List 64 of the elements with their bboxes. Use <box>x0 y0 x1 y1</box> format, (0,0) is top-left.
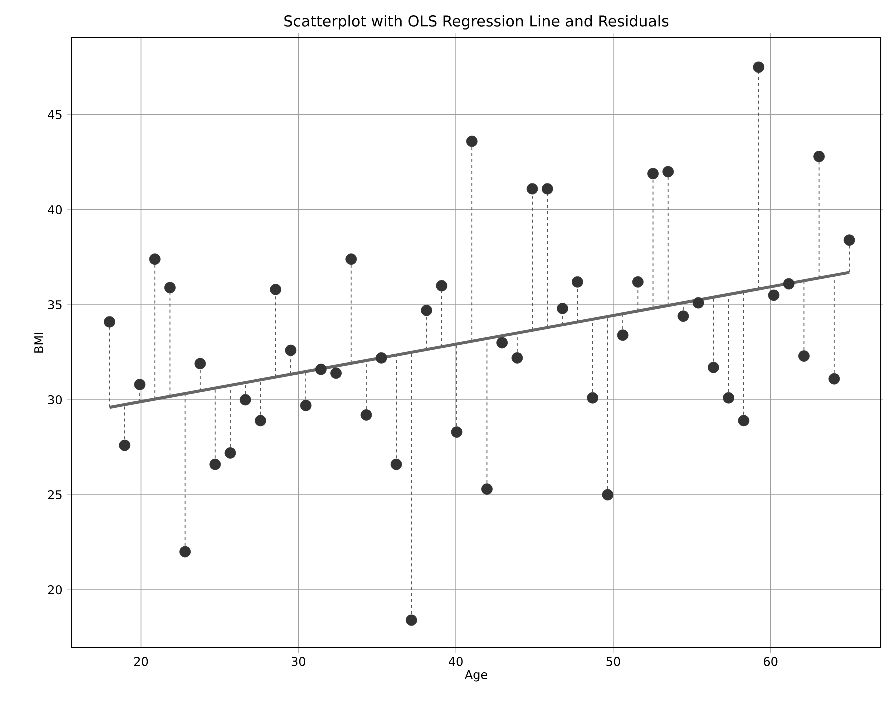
point <box>255 415 266 427</box>
y-tick-label: 25 <box>48 490 62 500</box>
y-tick-label: 45 <box>48 110 62 120</box>
point <box>692 297 704 309</box>
point <box>164 282 176 294</box>
point <box>587 392 599 404</box>
point <box>572 276 584 288</box>
point <box>240 394 252 406</box>
point <box>360 410 372 421</box>
point <box>482 484 493 495</box>
point <box>104 316 116 328</box>
point <box>753 62 765 74</box>
point <box>466 136 478 148</box>
x-tick-label: 40 <box>449 657 463 666</box>
point <box>436 280 448 292</box>
point <box>194 358 206 370</box>
point <box>180 546 192 558</box>
point <box>496 337 508 349</box>
point <box>662 166 674 178</box>
point <box>557 303 568 314</box>
point <box>526 183 538 195</box>
point <box>828 373 840 385</box>
point <box>678 310 690 322</box>
point <box>602 489 614 501</box>
point <box>149 254 161 266</box>
point <box>224 448 236 459</box>
point <box>300 400 312 412</box>
point <box>723 392 734 404</box>
y-tick-label: 30 <box>48 395 62 405</box>
x-tick-label: 20 <box>134 657 148 666</box>
y-tick-label: 20 <box>48 585 62 595</box>
point <box>119 440 131 452</box>
point <box>708 362 720 374</box>
point <box>315 364 327 376</box>
point <box>376 352 388 364</box>
point <box>768 290 780 302</box>
point <box>542 183 554 195</box>
chart-title: Scatterplot with OLS Regression Line and Residuals <box>284 15 669 30</box>
point <box>285 344 297 356</box>
point <box>421 304 432 316</box>
y-axis-title: BMI <box>34 333 44 353</box>
point <box>134 379 146 390</box>
point <box>390 458 402 470</box>
point <box>406 614 418 626</box>
point <box>346 254 358 266</box>
point <box>632 276 644 288</box>
point <box>330 368 342 380</box>
x-tick-label: 60 <box>764 657 778 666</box>
point <box>738 415 750 427</box>
y-tick-label: 35 <box>48 300 62 310</box>
point <box>210 458 222 470</box>
point <box>451 426 463 438</box>
point <box>783 278 795 290</box>
point <box>648 168 659 180</box>
x-tick-label: 50 <box>606 657 620 666</box>
x-axis-title: Age <box>465 670 488 682</box>
point <box>512 352 524 364</box>
point <box>617 330 629 342</box>
point <box>270 284 282 296</box>
point <box>844 234 856 246</box>
y-tick-label: 40 <box>48 205 62 214</box>
x-tick-label: 30 <box>292 657 306 666</box>
point <box>798 350 810 362</box>
point <box>814 151 825 162</box>
